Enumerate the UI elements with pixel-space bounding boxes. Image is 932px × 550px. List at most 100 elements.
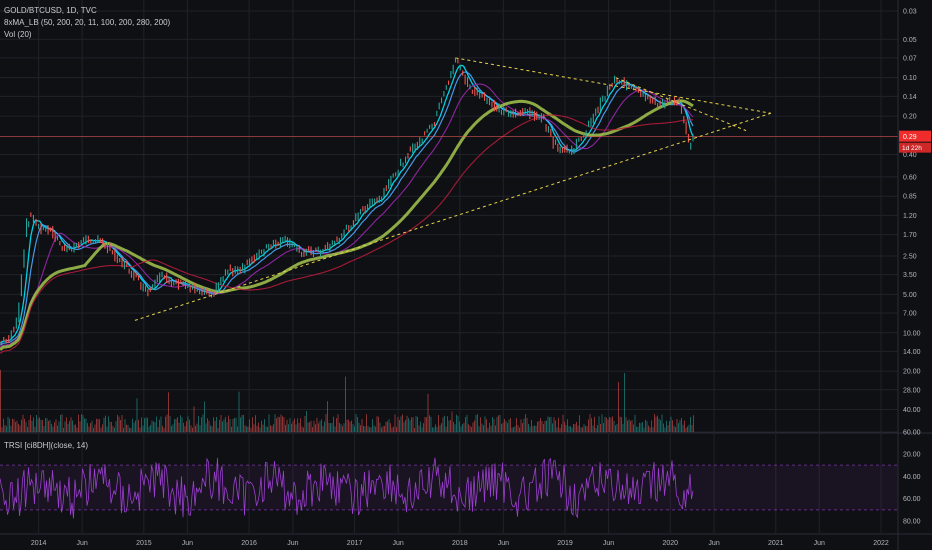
- volume-indicator-label[interactable]: Vol (20): [4, 30, 32, 39]
- ma-indicator-label[interactable]: 8xMA_LB (50, 200, 20, 11, 100, 200, 280,…: [4, 18, 171, 27]
- volume-bar: [22, 414, 24, 432]
- rsi-indicator-label[interactable]: TRSI [ci8DH](close, 14): [4, 441, 89, 450]
- volume-bar: [595, 427, 597, 432]
- volume-bar: [250, 427, 252, 432]
- volume-bar: [682, 424, 684, 432]
- volume-bar: [366, 414, 367, 432]
- volume-bar: [561, 424, 562, 432]
- volume-bar: [433, 427, 435, 432]
- volume-bar: [157, 427, 159, 432]
- volume-bar: [594, 416, 595, 432]
- volume-bar: [616, 424, 618, 432]
- volume-bar: [286, 419, 288, 432]
- y-tick-label: 20.00: [903, 369, 921, 376]
- volume-bar: [258, 422, 259, 432]
- volume-bar: [151, 420, 153, 432]
- volume-bar: [459, 421, 460, 432]
- volume-bar: [147, 417, 148, 432]
- volume-bar: [439, 425, 441, 432]
- volume-bar: [12, 418, 13, 432]
- x-tick-label: Jun: [77, 540, 88, 547]
- x-tick-label: 2014: [31, 540, 47, 547]
- volume-bar: [355, 414, 357, 432]
- volume-bar: [583, 424, 585, 432]
- volume-bar: [73, 424, 75, 432]
- x-tick-label: Jun: [182, 540, 193, 547]
- volume-bar: [564, 421, 565, 432]
- volume-bar: [168, 392, 169, 432]
- volume-bar: [375, 426, 376, 432]
- volume-bar: [210, 425, 211, 432]
- volume-bar: [399, 419, 400, 432]
- volume-bar: [39, 417, 40, 432]
- volume-bar: [391, 427, 393, 432]
- volume-bar: [60, 414, 61, 432]
- volume-bar: [588, 419, 589, 432]
- y-tick-label: 0.07: [903, 55, 917, 62]
- volume-bar: [604, 416, 606, 432]
- volume-bar: [661, 414, 663, 432]
- volume-bar: [232, 419, 234, 432]
- volume-bar: [378, 416, 379, 432]
- x-tick-label: 2020: [662, 540, 678, 547]
- volume-bar: [427, 393, 429, 432]
- volume-bar: [613, 420, 615, 432]
- volume-bar: [51, 423, 52, 432]
- volume-bar: [475, 415, 477, 432]
- volume-bar: [321, 419, 322, 432]
- volume-bar: [361, 418, 363, 432]
- volume-bar: [634, 414, 636, 432]
- volume-bar: [82, 415, 84, 432]
- volume-bar: [138, 419, 139, 432]
- volume-bar: [415, 415, 417, 432]
- volume-bar: [3, 418, 4, 432]
- volume-bar: [253, 424, 255, 432]
- volume-bar: [289, 418, 291, 432]
- y-tick-label: 0.05: [903, 37, 917, 44]
- price-badge: 0.29 1d 22h: [899, 130, 931, 153]
- volume-bar: [244, 425, 246, 432]
- volume-bar: [295, 424, 297, 432]
- volume-bar: [525, 414, 526, 432]
- volume-bar: [666, 420, 667, 432]
- volume-bar: [468, 424, 469, 432]
- volume-bar: [298, 422, 300, 432]
- volume-bar: [354, 426, 355, 432]
- trendline[interactable]: [455, 57, 771, 114]
- rsi-tick-label: 80.00: [903, 519, 921, 526]
- volume-bar: [669, 421, 670, 432]
- volume-bar: [660, 420, 661, 432]
- volume-bar: [486, 419, 487, 432]
- volume-bar: [460, 426, 462, 432]
- volume-bar: [571, 427, 573, 432]
- volume-bar: [667, 425, 669, 432]
- volume-bar: [367, 425, 369, 432]
- volume-bar: [472, 422, 474, 432]
- volume-bar: [471, 427, 472, 432]
- volume-bar: [655, 416, 657, 432]
- rsi-band: [0, 465, 898, 510]
- volume-bar: [453, 422, 454, 432]
- volume-bar: [102, 424, 103, 432]
- volume-bar: [142, 425, 144, 432]
- volume-bar: [346, 419, 348, 432]
- volume-bar: [463, 422, 465, 432]
- volume-bar: [693, 415, 694, 432]
- volume-bar: [462, 423, 463, 432]
- volume-bar: [99, 419, 100, 432]
- volume-bar: [639, 422, 640, 432]
- volume-bar: [528, 424, 529, 432]
- volume-bar: [432, 427, 433, 432]
- volume-bar: [181, 417, 183, 432]
- volume-bar: [687, 426, 688, 432]
- volume-bar: [675, 427, 676, 432]
- x-tick-label: 2017: [347, 540, 363, 547]
- volume-bar: [658, 418, 660, 432]
- volume-bar: [75, 424, 76, 432]
- volume-bar: [204, 401, 205, 432]
- volume-bar: [229, 419, 231, 432]
- volume-bar: [337, 414, 339, 432]
- volume-bar: [216, 416, 217, 432]
- volume-bar: [135, 420, 136, 432]
- volume-bar: [70, 417, 72, 432]
